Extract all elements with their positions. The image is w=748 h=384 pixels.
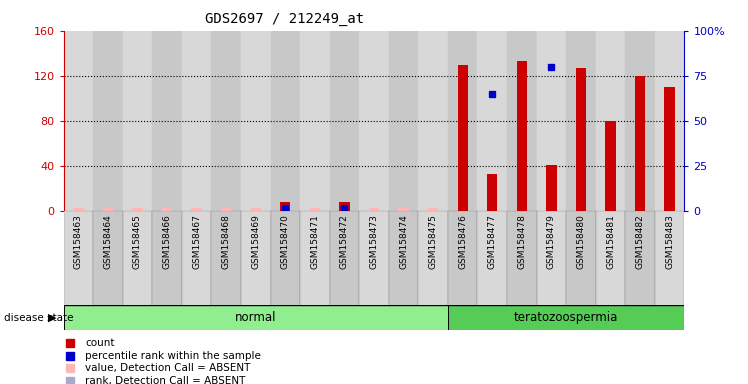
Bar (654, 31, 684, 211)
Bar (280, 202, 290, 211)
Bar (566, 31, 595, 211)
Bar (64, 31, 94, 211)
Bar (212, 211, 241, 307)
Bar (212, 31, 241, 211)
Text: ▶: ▶ (48, 313, 56, 323)
Bar (566, 211, 595, 307)
Bar (182, 211, 212, 307)
Bar (517, 61, 527, 211)
Bar (635, 76, 646, 211)
Bar (191, 208, 202, 211)
Bar (654, 211, 684, 307)
Bar (300, 211, 330, 307)
Bar (507, 31, 536, 211)
Bar (359, 31, 389, 211)
Bar (399, 208, 408, 211)
Bar (664, 87, 675, 211)
Bar (546, 165, 557, 211)
Bar (428, 208, 438, 211)
Text: GSM158471: GSM158471 (310, 214, 319, 269)
Text: GSM158472: GSM158472 (340, 214, 349, 269)
Text: count: count (85, 338, 114, 348)
Bar (477, 211, 507, 307)
Bar (389, 31, 418, 211)
Text: GSM158475: GSM158475 (429, 214, 438, 269)
Text: disease state: disease state (4, 313, 73, 323)
Text: GSM158478: GSM158478 (518, 214, 527, 269)
Text: rank, Detection Call = ABSENT: rank, Detection Call = ABSENT (85, 376, 245, 384)
Bar (448, 305, 684, 330)
Text: GDS2697 / 212249_at: GDS2697 / 212249_at (205, 12, 364, 25)
Bar (536, 31, 566, 211)
Text: normal: normal (235, 311, 277, 324)
Text: GSM158481: GSM158481 (606, 214, 615, 269)
Text: GSM158464: GSM158464 (103, 214, 112, 269)
Bar (162, 208, 172, 211)
Bar (625, 211, 654, 307)
Text: percentile rank within the sample: percentile rank within the sample (85, 351, 261, 361)
Text: GSM158482: GSM158482 (636, 214, 645, 269)
Text: GSM158469: GSM158469 (251, 214, 260, 269)
Bar (132, 208, 143, 211)
Bar (310, 208, 320, 211)
Bar (123, 211, 153, 307)
Bar (182, 31, 212, 211)
Bar (595, 211, 625, 307)
Bar (153, 211, 182, 307)
Bar (418, 211, 448, 307)
Bar (123, 31, 153, 211)
Bar (94, 211, 123, 307)
Bar (271, 31, 300, 211)
Bar (271, 211, 300, 307)
Bar (94, 31, 123, 211)
Text: GSM158473: GSM158473 (370, 214, 378, 269)
Text: GSM158476: GSM158476 (459, 214, 468, 269)
Bar (605, 121, 616, 211)
Bar (330, 31, 359, 211)
Text: teratozoospermia: teratozoospermia (514, 311, 619, 324)
Bar (507, 211, 536, 307)
Bar (102, 208, 113, 211)
Text: value, Detection Call = ABSENT: value, Detection Call = ABSENT (85, 363, 251, 373)
Bar (340, 202, 349, 211)
Text: GSM158470: GSM158470 (280, 214, 289, 269)
Text: GSM158466: GSM158466 (162, 214, 171, 269)
Text: GSM158477: GSM158477 (488, 214, 497, 269)
Bar (221, 208, 231, 211)
Bar (330, 211, 359, 307)
Bar (418, 31, 448, 211)
Bar (576, 68, 586, 211)
Bar (64, 211, 94, 307)
Text: GSM158463: GSM158463 (74, 214, 83, 269)
Bar (595, 31, 625, 211)
Bar (241, 211, 271, 307)
Bar (448, 211, 477, 307)
Bar (487, 174, 497, 211)
Bar (369, 208, 379, 211)
Bar (251, 208, 261, 211)
Text: GSM158474: GSM158474 (399, 214, 408, 269)
Bar (64, 305, 448, 330)
Text: GSM158480: GSM158480 (577, 214, 586, 269)
Bar (359, 211, 389, 307)
Bar (625, 31, 654, 211)
Text: GSM158465: GSM158465 (133, 214, 142, 269)
Text: GSM158468: GSM158468 (221, 214, 230, 269)
Bar (458, 65, 468, 211)
Bar (153, 31, 182, 211)
Bar (73, 208, 84, 211)
Bar (536, 211, 566, 307)
Bar (389, 211, 418, 307)
Bar (448, 31, 477, 211)
Text: GSM158467: GSM158467 (192, 214, 201, 269)
Bar (477, 31, 507, 211)
Text: GSM158483: GSM158483 (665, 214, 674, 269)
Bar (300, 31, 330, 211)
Bar (241, 31, 271, 211)
Text: GSM158479: GSM158479 (547, 214, 556, 269)
